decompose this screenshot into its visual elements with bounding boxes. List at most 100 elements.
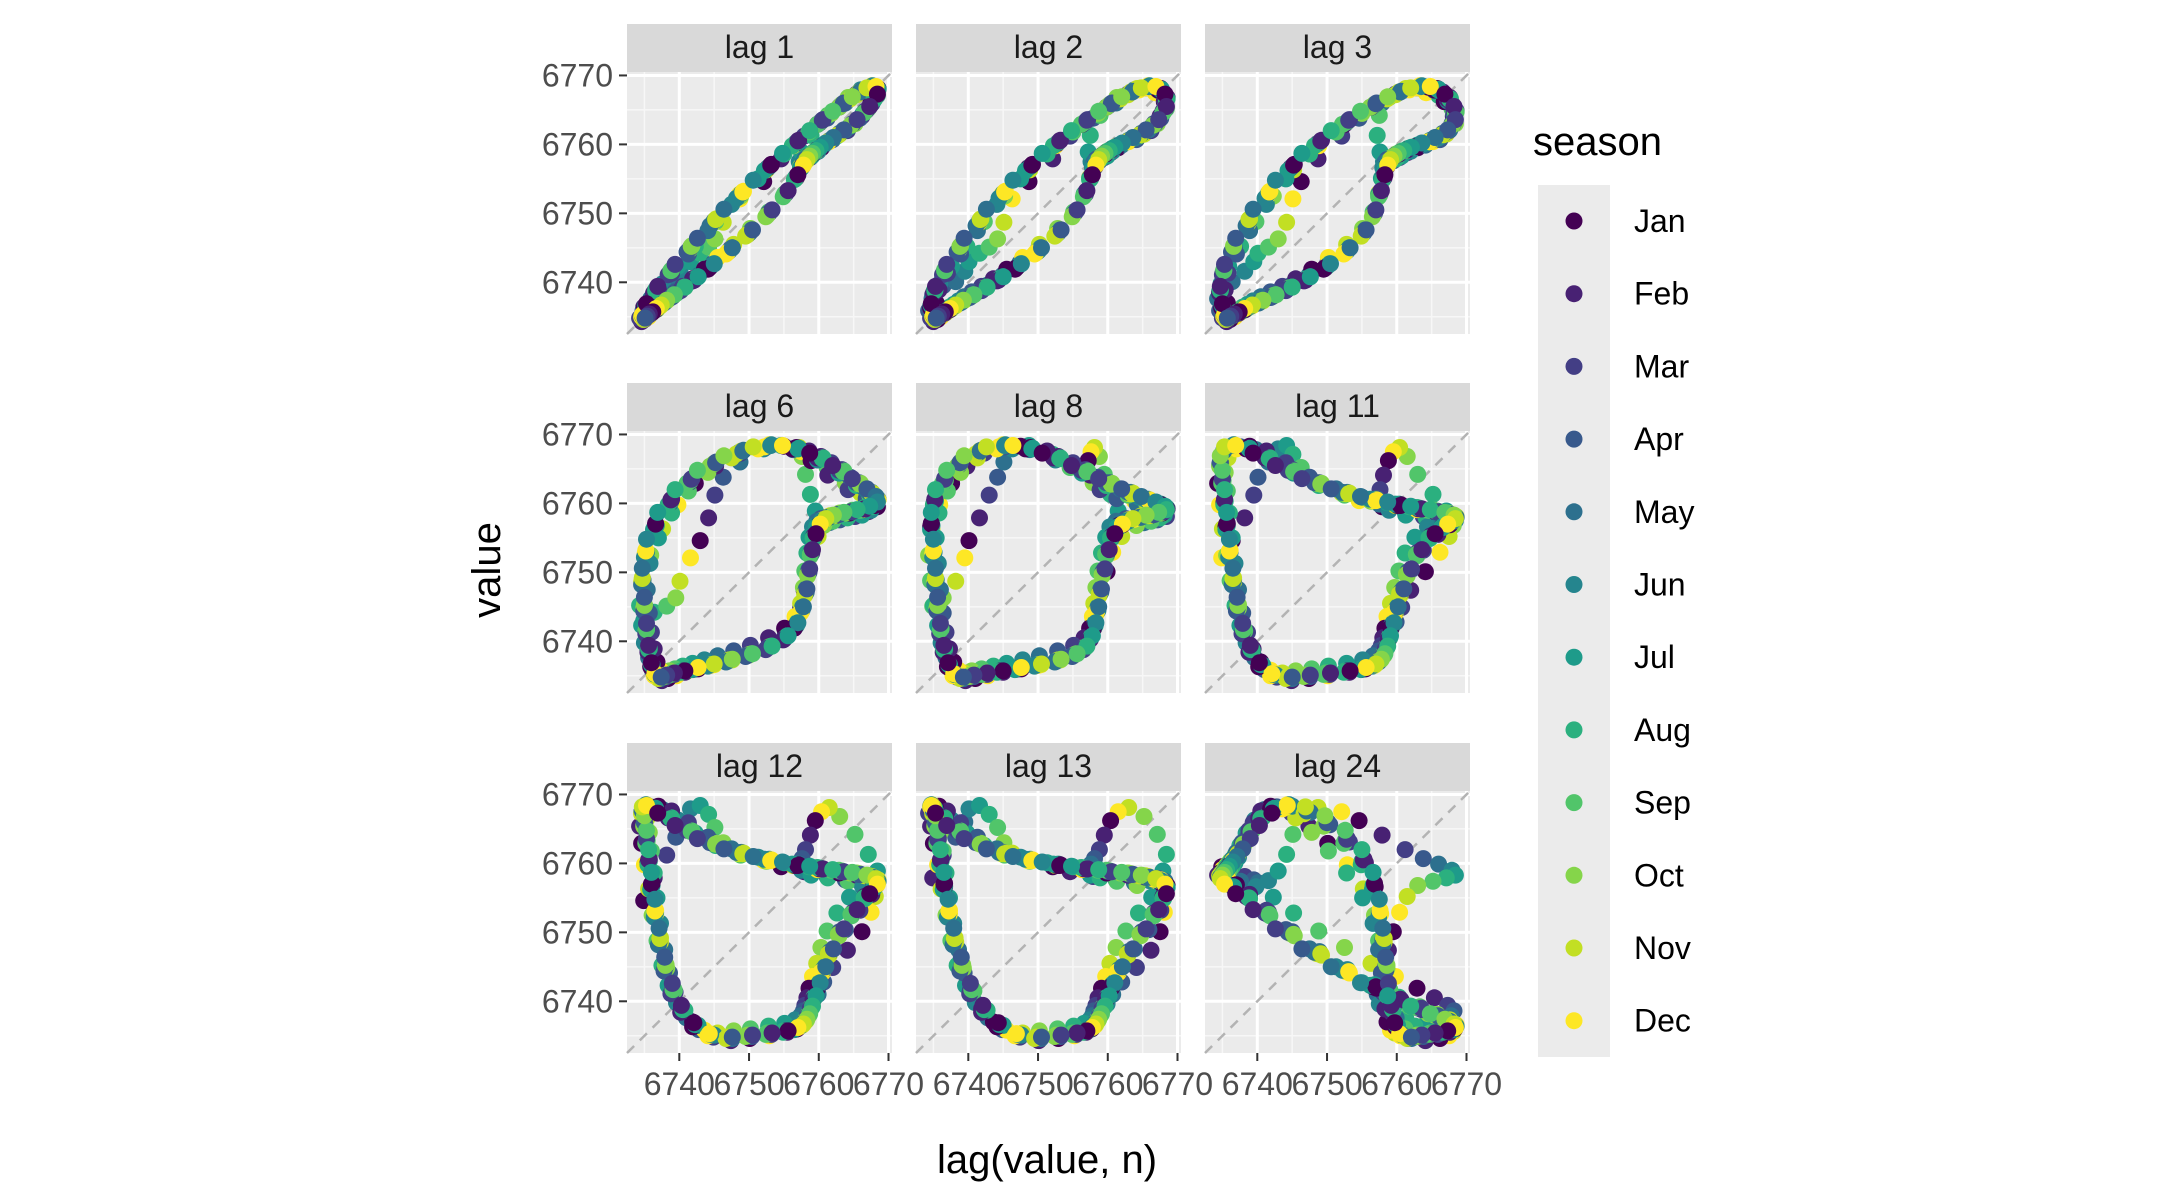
data-point-jun bbox=[1087, 614, 1105, 632]
data-point-jun bbox=[1012, 255, 1030, 273]
data-point-dec bbox=[1012, 659, 1030, 676]
facet-panel-lag-11: lag 11 bbox=[1204, 383, 1471, 694]
data-point-sep bbox=[1284, 825, 1302, 843]
data-point-feb bbox=[838, 941, 856, 959]
data-point-apr bbox=[1283, 668, 1301, 686]
data-point-sep bbox=[1260, 905, 1278, 923]
data-point-jan bbox=[868, 85, 886, 103]
data-point-jun bbox=[646, 890, 664, 908]
data-point-mar bbox=[1068, 201, 1086, 219]
data-point-jan bbox=[789, 166, 807, 184]
data-point-jan bbox=[1341, 662, 1359, 680]
data-point-jan bbox=[1416, 563, 1434, 581]
data-point-aug bbox=[801, 485, 819, 503]
data-point-oct bbox=[843, 88, 861, 106]
data-point-oct bbox=[1336, 939, 1353, 956]
legend-entry-jan: Jan bbox=[1565, 203, 1686, 239]
data-point-feb bbox=[1445, 98, 1463, 115]
data-point-oct bbox=[1409, 877, 1427, 894]
data-point-dec bbox=[682, 549, 699, 567]
points-layer bbox=[1209, 77, 1465, 331]
legend-label: Oct bbox=[1634, 857, 1684, 893]
data-point-apr bbox=[1228, 588, 1246, 606]
y-tick-label: 6740 bbox=[542, 983, 613, 1019]
facet-panel-lag-2: lag 2 bbox=[915, 24, 1182, 335]
data-point-apr bbox=[744, 221, 761, 239]
data-point-feb bbox=[938, 817, 956, 834]
legend-entries: Jan Feb Mar Apr May Jun Jul Aug Sep Oct Nov Dec bbox=[1565, 203, 1694, 1039]
data-point-feb bbox=[789, 132, 807, 150]
data-point-aug bbox=[1338, 864, 1356, 882]
data-point-may bbox=[723, 239, 741, 257]
legend-label: May bbox=[1634, 494, 1694, 530]
data-point-mar bbox=[663, 974, 681, 992]
data-point-jan bbox=[922, 515, 940, 533]
data-point-mar bbox=[688, 830, 706, 848]
data-point-aug bbox=[824, 861, 842, 879]
legend-key bbox=[1565, 430, 1583, 448]
data-point-feb bbox=[978, 664, 996, 682]
data-point-mar bbox=[848, 111, 866, 129]
data-point-may bbox=[715, 200, 733, 218]
data-point-jan bbox=[1218, 515, 1236, 533]
facet-strip bbox=[1205, 743, 1470, 791]
data-point-may bbox=[1426, 129, 1444, 146]
data-point-dec bbox=[646, 902, 664, 920]
data-point-jan bbox=[649, 804, 667, 822]
data-point-oct bbox=[1379, 88, 1397, 106]
data-point-aug bbox=[828, 904, 846, 922]
x-tick-label: 6740 bbox=[933, 1066, 1004, 1102]
data-point-jun bbox=[1352, 974, 1369, 992]
data-point-feb bbox=[974, 996, 992, 1014]
data-point-dec bbox=[1007, 1025, 1025, 1043]
data-point-mar bbox=[1340, 111, 1358, 129]
legend-entry-apr: Apr bbox=[1565, 421, 1684, 457]
y-tick-label: 6760 bbox=[542, 126, 613, 162]
data-point-dec bbox=[996, 183, 1014, 201]
x-tick-label: 6770 bbox=[1431, 1066, 1502, 1102]
data-point-sep bbox=[1336, 821, 1354, 839]
legend-label: Jul bbox=[1634, 639, 1675, 675]
data-point-may bbox=[995, 453, 1013, 471]
y-tick-label: 6740 bbox=[542, 264, 613, 300]
data-point-jan bbox=[691, 532, 709, 550]
data-point-aug bbox=[1090, 861, 1108, 879]
data-point-jan bbox=[762, 156, 780, 174]
facet-strip-label: lag 2 bbox=[1014, 29, 1083, 65]
data-point-apr bbox=[1293, 940, 1311, 958]
points-layer bbox=[631, 796, 887, 1050]
data-point-jul bbox=[689, 268, 707, 286]
data-point-feb bbox=[935, 636, 953, 654]
data-point-sep bbox=[1409, 465, 1427, 483]
data-point-may bbox=[744, 848, 762, 865]
facet-strip-label: lag 12 bbox=[716, 748, 803, 784]
data-point-jan bbox=[1213, 295, 1231, 313]
y-tick-label: 6750 bbox=[542, 554, 613, 590]
data-point-feb bbox=[1142, 941, 1160, 959]
data-point-aug bbox=[763, 637, 781, 655]
data-point-jan bbox=[685, 1014, 703, 1032]
data-point-jan bbox=[1439, 1022, 1457, 1040]
legend-entry-feb: Feb bbox=[1565, 276, 1689, 312]
data-point-jan bbox=[994, 662, 1012, 680]
data-point-sep bbox=[989, 819, 1007, 836]
data-point-nov bbox=[995, 213, 1013, 231]
data-point-mar bbox=[744, 1026, 761, 1044]
data-point-feb bbox=[1312, 132, 1330, 150]
data-point-oct bbox=[667, 589, 685, 607]
legend-key bbox=[1565, 357, 1583, 375]
data-point-jan bbox=[779, 1022, 797, 1040]
data-point-nov bbox=[1398, 888, 1416, 905]
data-point-jul bbox=[1063, 857, 1080, 875]
data-point-feb bbox=[927, 277, 944, 295]
data-point-feb bbox=[1413, 541, 1431, 559]
data-point-sep bbox=[1113, 863, 1131, 881]
data-point-feb bbox=[1373, 826, 1391, 844]
data-point-apr bbox=[635, 588, 653, 606]
data-point-nov bbox=[977, 438, 995, 456]
x-tick-label: 6750 bbox=[1291, 1066, 1362, 1102]
data-point-aug bbox=[640, 841, 658, 859]
